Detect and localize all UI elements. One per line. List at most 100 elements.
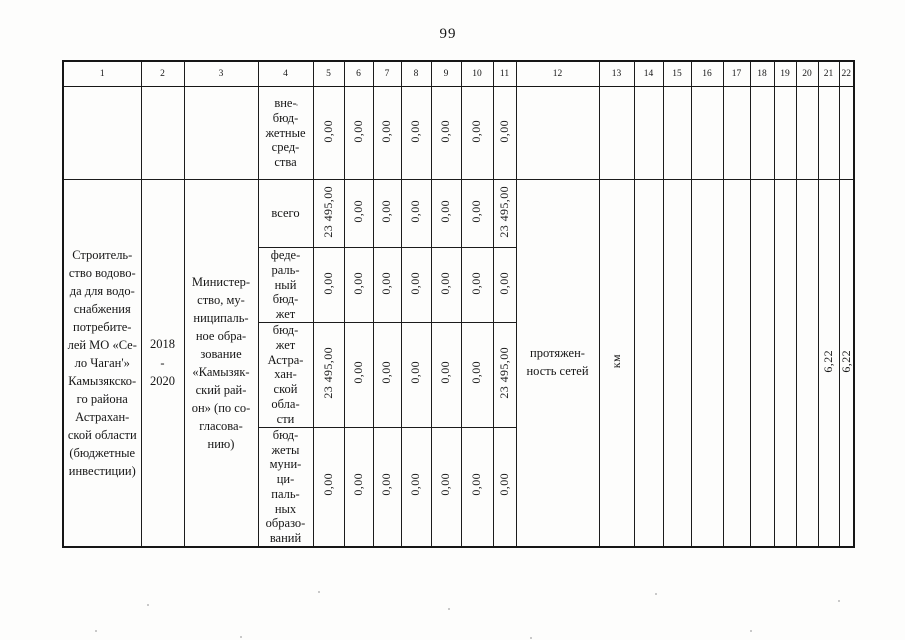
empty-cell — [749, 86, 775, 180]
indicator-name-cell: протяжен- ность сетей — [515, 178, 600, 548]
amount-value: 0,00 — [350, 271, 365, 295]
amount-cell: 0,00 — [492, 86, 517, 180]
empty-cell — [633, 178, 664, 548]
amount-value: 0,00 — [379, 271, 394, 295]
column-number-header: 18 — [749, 60, 775, 87]
amount-value: 0,00 — [469, 271, 484, 295]
column-number-header: 13 — [598, 60, 635, 87]
amount-cell: 0,00 — [460, 86, 494, 180]
column-number-header: 14 — [633, 60, 664, 87]
amount-cell: 0,00 — [312, 247, 345, 323]
column-number-header: 21 — [817, 60, 840, 87]
empty-cell — [662, 178, 692, 548]
main-row-region: бюд- жет Астра- хан- ской обла- сти 23 4… — [63, 321, 854, 428]
amount-value: 0,00 — [496, 119, 511, 143]
amount-cell: 0,00 — [312, 426, 345, 548]
amount-cell: 0,00 — [343, 247, 374, 323]
amount-value: 0,00 — [350, 361, 365, 385]
empty-cell — [598, 86, 635, 180]
empty-cell — [690, 86, 724, 180]
amount-cell: 0,00 — [430, 321, 462, 428]
indicator-value: 6,22 — [820, 349, 835, 373]
amount-value: 0,00 — [379, 200, 394, 223]
amount-cell: 0,00 — [492, 426, 517, 548]
column-number-header: 15 — [662, 60, 692, 87]
amount-value: 0,00 — [379, 119, 394, 143]
executor-cell: Министер- ство, му- ниципаль- ное обра- … — [183, 178, 259, 548]
amount-cell: 0,00 — [400, 321, 432, 428]
amount-value: 23 495,00 — [320, 185, 335, 238]
amount-cell: 0,00 — [372, 426, 402, 548]
amount-cell: 0,00 — [400, 179, 432, 248]
scan-speck — [95, 630, 97, 632]
empty-cell — [722, 86, 751, 180]
amount-cell: 0,00 — [372, 247, 402, 323]
amount-value: 0,00 — [408, 473, 423, 497]
column-number-header: 5 — [312, 60, 345, 87]
budget-level-cell: бюд- жет Астра- хан- ской обла- сти — [257, 321, 314, 428]
column-number-header: 3 — [183, 60, 259, 87]
column-number-header: 2 — [140, 60, 185, 87]
amount-value: 0,00 — [379, 361, 394, 385]
project-name-cell: Строитель- ство водово- да для водо- сна… — [62, 178, 142, 548]
budget-level-cell: вне- бюд- жетные сред- ства — [257, 86, 314, 180]
amount-cell: 0,00 — [343, 321, 374, 428]
amount-cell: 23 495,00 — [492, 179, 517, 248]
amount-cell: 0,00 — [430, 86, 462, 180]
empty-cell — [722, 178, 751, 548]
amount-cell: 0,00 — [312, 86, 345, 180]
amount-value: 0,00 — [469, 361, 484, 385]
unit-value: км — [608, 353, 623, 368]
amount-cell: 0,00 — [372, 179, 402, 248]
indicator-value: 6,22 — [839, 349, 853, 373]
scan-speck — [318, 591, 320, 593]
amount-value: 0,00 — [320, 271, 335, 295]
amount-value: 0,00 — [496, 473, 511, 497]
amount-cell: 0,00 — [430, 179, 462, 248]
budget-level-cell: бюд- жеты муни- ци- паль- ных образо- ва… — [257, 426, 314, 548]
amount-cell: 0,00 — [343, 179, 374, 248]
column-number-header: 6 — [343, 60, 374, 87]
amount-cell: 0,00 — [460, 179, 494, 248]
indicator-value-cell: 6,22 — [817, 178, 840, 548]
amount-value: 0,00 — [438, 473, 453, 497]
scan-speck — [655, 593, 657, 595]
amount-cell: 0,00 — [492, 247, 517, 323]
column-number-header: 12 — [515, 60, 600, 87]
amount-value: 0,00 — [438, 271, 453, 295]
empty-cell — [838, 86, 855, 180]
empty-cell — [773, 86, 797, 180]
amount-cell: 0,00 — [430, 247, 462, 323]
amount-value: 0,00 — [408, 200, 423, 223]
empty-cell — [183, 86, 259, 180]
main-row-municipal: бюд- жеты муни- ци- паль- ных образо- ва… — [63, 426, 854, 548]
amount-cell: 23 495,00 — [312, 321, 345, 428]
empty-cell — [633, 86, 664, 180]
amount-value: 0,00 — [379, 473, 394, 497]
page-number: 99 — [439, 26, 457, 42]
column-number-row: 1 2 3 4 5 6 7 8 9 10 11 12 13 14 15 16 1… — [62, 60, 855, 87]
amount-value: 0,00 — [408, 271, 423, 295]
column-number-header: 10 — [460, 60, 494, 87]
amount-cell: 0,00 — [372, 321, 402, 428]
amount-value: 0,00 — [408, 361, 423, 385]
amount-cell: 0,00 — [460, 247, 494, 323]
amount-value: 0,00 — [496, 271, 511, 295]
column-number-header: 1 — [62, 60, 142, 87]
column-number-header: 20 — [795, 60, 819, 87]
main-row-total: Строитель- ство водово- да для водо- сна… — [62, 178, 855, 548]
budget-table: 1 2 3 4 5 6 7 8 9 10 11 12 13 14 15 16 1… — [62, 60, 855, 548]
scan-speck — [530, 637, 532, 639]
amount-value: 0,00 — [438, 200, 453, 223]
column-number-header: 17 — [722, 60, 751, 87]
scan-speck — [147, 604, 149, 606]
unit-cell: км — [598, 178, 635, 548]
empty-cell — [662, 86, 692, 180]
scan-speck — [750, 630, 752, 632]
budget-level-cell: всего — [257, 179, 314, 248]
empty-cell — [749, 178, 775, 548]
amount-cell: 0,00 — [343, 426, 374, 548]
empty-cell — [817, 86, 840, 180]
empty-cell — [773, 178, 797, 548]
amount-cell: 0,00 — [372, 86, 402, 180]
